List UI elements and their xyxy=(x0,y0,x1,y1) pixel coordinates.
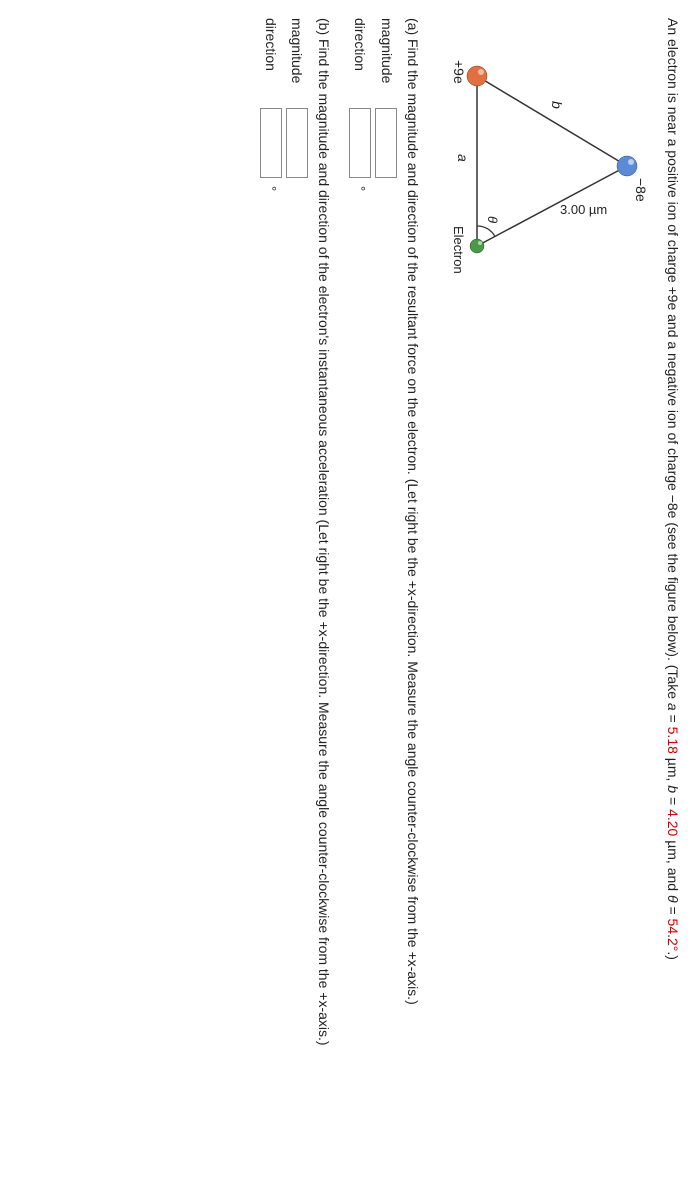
triangle-svg: −8e 3.00 µm b θ +9e a Electron xyxy=(442,46,652,306)
neg-ion-label: −8e xyxy=(633,178,649,202)
electron xyxy=(470,239,484,253)
intro-mid1: µm, xyxy=(665,754,681,785)
part-a-magnitude-label: magnitude xyxy=(375,18,397,100)
side-b-label: b xyxy=(549,101,565,109)
electron-label: Electron xyxy=(451,226,466,274)
intro-post: .) xyxy=(665,951,681,960)
part-b-prompt: (b) Find the magnitude and direction of … xyxy=(312,18,334,1182)
part-a-direction-input[interactable] xyxy=(349,108,371,178)
part-b-direction-row: direction ° xyxy=(260,18,282,1182)
intro-eq3: = xyxy=(665,903,681,919)
part-b-magnitude-input[interactable] xyxy=(286,108,308,178)
positive-ion-highlight xyxy=(478,69,484,75)
part-b-magnitude-label: magnitude xyxy=(286,18,308,100)
side-b xyxy=(477,76,627,166)
part-b-direction-input[interactable] xyxy=(260,108,282,178)
part-b: (b) Find the magnitude and direction of … xyxy=(260,18,335,1182)
intro-eq2: = xyxy=(665,793,681,809)
part-b-direction-label: direction xyxy=(260,18,282,100)
part-a-direction-label: direction xyxy=(349,18,371,100)
intro-eq1: = xyxy=(665,711,681,727)
part-a-direction-row: direction ° xyxy=(349,18,371,1182)
intro-pre: An electron is near a positive ion of ch… xyxy=(665,18,681,703)
part-a-magnitude-input[interactable] xyxy=(375,108,397,178)
triangle-figure: −8e 3.00 µm b θ +9e a Electron xyxy=(442,46,652,306)
negative-ion-highlight xyxy=(628,159,634,165)
part-a-degree-symbol: ° xyxy=(350,186,371,191)
problem-statement: An electron is near a positive ion of ch… xyxy=(662,18,683,1182)
part-a: (a) Find the magnitude and direction of … xyxy=(349,18,424,1182)
negative-ion xyxy=(617,156,637,176)
side-3um-label: 3.00 µm xyxy=(560,202,607,217)
theta-arc xyxy=(477,226,495,237)
part-b-magnitude-row: magnitude xyxy=(286,18,308,1182)
pos-ion-label: +9e xyxy=(451,60,467,84)
intro-theta-sym: θ xyxy=(665,895,681,903)
electron-highlight xyxy=(478,241,482,245)
side-a-label: a xyxy=(455,154,471,162)
intro-b-val: 4.20 xyxy=(665,809,681,836)
theta-label: θ xyxy=(485,216,500,223)
part-a-magnitude-row: magnitude xyxy=(375,18,397,1182)
intro-theta-val: 54.2° xyxy=(665,919,681,952)
intro-a-val: 5.18 xyxy=(665,727,681,754)
intro-a-sym: a xyxy=(665,703,681,711)
positive-ion xyxy=(467,66,487,86)
part-b-degree-symbol: ° xyxy=(260,186,281,191)
intro-mid2: µm, and xyxy=(665,836,681,895)
part-a-prompt: (a) Find the magnitude and direction of … xyxy=(402,18,424,1182)
page-root: An electron is near a positive ion of ch… xyxy=(0,0,699,1200)
intro-b-sym: b xyxy=(665,785,681,793)
